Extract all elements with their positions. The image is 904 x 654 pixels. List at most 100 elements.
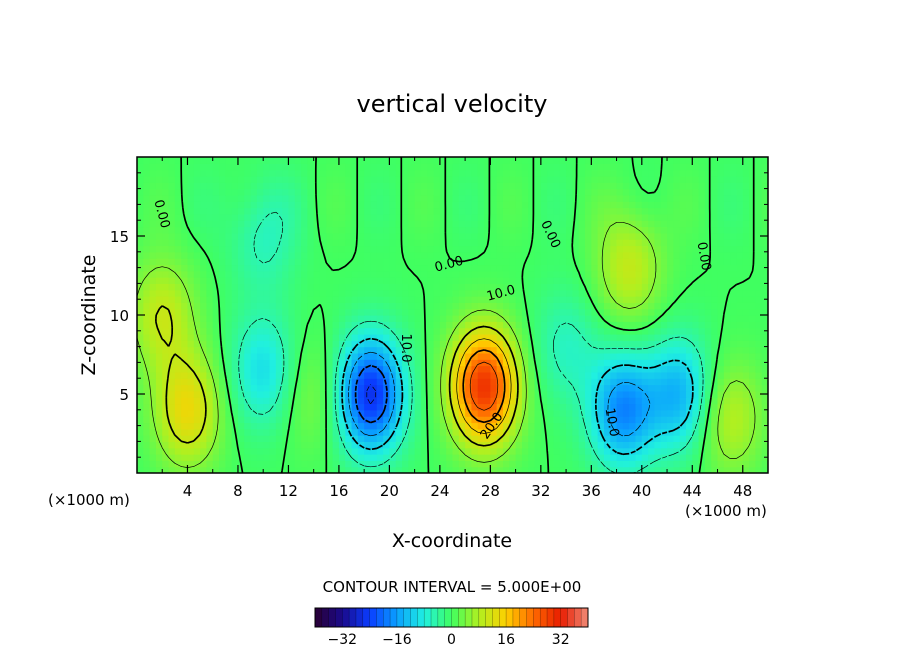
field-cell bbox=[540, 245, 548, 253]
field-cell bbox=[168, 201, 176, 209]
field-cell bbox=[685, 207, 693, 215]
field-cell bbox=[635, 188, 643, 196]
field-cell bbox=[162, 428, 170, 436]
field-cell bbox=[591, 296, 599, 303]
field-cell bbox=[231, 441, 239, 449]
field-cell bbox=[591, 447, 599, 455]
field-cell bbox=[219, 207, 226, 215]
field-cell bbox=[591, 283, 599, 291]
field-cell bbox=[679, 447, 687, 455]
field-cell bbox=[402, 365, 409, 373]
field-cell bbox=[294, 163, 302, 171]
field-cell bbox=[458, 239, 466, 247]
field-cell bbox=[540, 289, 548, 297]
field-cell bbox=[420, 359, 428, 367]
field-cell bbox=[654, 175, 662, 183]
field-cell bbox=[597, 251, 605, 259]
field-cell bbox=[332, 460, 340, 468]
field-cell bbox=[395, 378, 403, 386]
field-cell bbox=[736, 163, 744, 171]
field-cell bbox=[395, 409, 403, 417]
field-cell bbox=[263, 232, 271, 240]
field-cell bbox=[591, 384, 599, 392]
field-cell bbox=[383, 258, 390, 266]
field-cell bbox=[730, 422, 738, 430]
field-cell bbox=[263, 397, 271, 405]
field-cell bbox=[458, 333, 466, 341]
field-cell bbox=[370, 390, 378, 398]
field-cell bbox=[616, 308, 624, 316]
field-cell bbox=[641, 220, 649, 228]
field-cell bbox=[326, 384, 334, 392]
field-cell bbox=[200, 308, 208, 316]
field-cell bbox=[275, 333, 283, 341]
field-cell bbox=[256, 378, 264, 386]
field-cell bbox=[578, 397, 586, 405]
field-cell bbox=[465, 201, 473, 209]
field-cell bbox=[685, 201, 693, 209]
field-cell bbox=[294, 308, 302, 316]
field-cell bbox=[351, 460, 359, 468]
field-cell bbox=[673, 283, 681, 291]
field-cell bbox=[364, 454, 372, 461]
field-cell bbox=[540, 346, 548, 354]
field-cell bbox=[187, 359, 195, 367]
field-cell bbox=[761, 258, 768, 266]
field-cell bbox=[717, 220, 725, 228]
field-cell bbox=[465, 308, 473, 316]
field-cell bbox=[717, 435, 725, 442]
field-cell bbox=[433, 213, 441, 221]
field-cell bbox=[610, 359, 618, 367]
field-cell bbox=[155, 321, 163, 329]
field-cell bbox=[168, 397, 176, 405]
field-cell bbox=[616, 239, 624, 247]
field-cell bbox=[181, 264, 189, 272]
field-cell bbox=[515, 220, 523, 228]
field-cell bbox=[547, 315, 555, 322]
field-cell bbox=[244, 157, 252, 164]
field-cell bbox=[250, 422, 258, 430]
field-cell bbox=[244, 201, 252, 209]
field-cell bbox=[471, 371, 479, 379]
field-cell bbox=[389, 157, 397, 164]
field-cell bbox=[755, 296, 763, 303]
field-cell bbox=[149, 441, 157, 449]
field-cell bbox=[212, 188, 220, 196]
field-cell bbox=[275, 321, 283, 329]
field-cell bbox=[319, 416, 327, 424]
field-cell bbox=[143, 460, 151, 468]
field-cell bbox=[282, 163, 290, 171]
field-cell bbox=[143, 359, 151, 367]
field-cell bbox=[566, 245, 573, 253]
field-cell bbox=[256, 188, 264, 196]
field-cell bbox=[357, 321, 365, 329]
field-cell bbox=[338, 157, 346, 164]
field-cell bbox=[256, 169, 264, 177]
field-cell bbox=[313, 390, 321, 398]
field-cell bbox=[603, 277, 611, 284]
field-cell bbox=[578, 403, 586, 411]
field-cell bbox=[212, 194, 220, 202]
field-cell bbox=[648, 289, 656, 297]
field-cell bbox=[174, 264, 182, 272]
field-cell bbox=[610, 441, 618, 449]
field-cell bbox=[736, 352, 744, 360]
field-cell bbox=[225, 188, 233, 196]
field-cell bbox=[408, 435, 416, 442]
field-cell bbox=[433, 163, 441, 171]
field-cell bbox=[597, 264, 605, 272]
field-cell bbox=[648, 258, 656, 266]
field-cell bbox=[515, 207, 523, 215]
field-cell bbox=[326, 251, 334, 259]
field-cell bbox=[338, 194, 346, 202]
field-cell bbox=[667, 188, 674, 196]
field-cell bbox=[200, 403, 208, 411]
field-cell bbox=[162, 384, 170, 392]
field-cell bbox=[673, 251, 681, 259]
field-cell bbox=[547, 207, 555, 215]
field-cell bbox=[673, 340, 681, 348]
field-cell bbox=[704, 207, 712, 215]
field-cell bbox=[616, 403, 624, 411]
field-cell bbox=[730, 245, 738, 253]
field-cell bbox=[553, 390, 561, 398]
